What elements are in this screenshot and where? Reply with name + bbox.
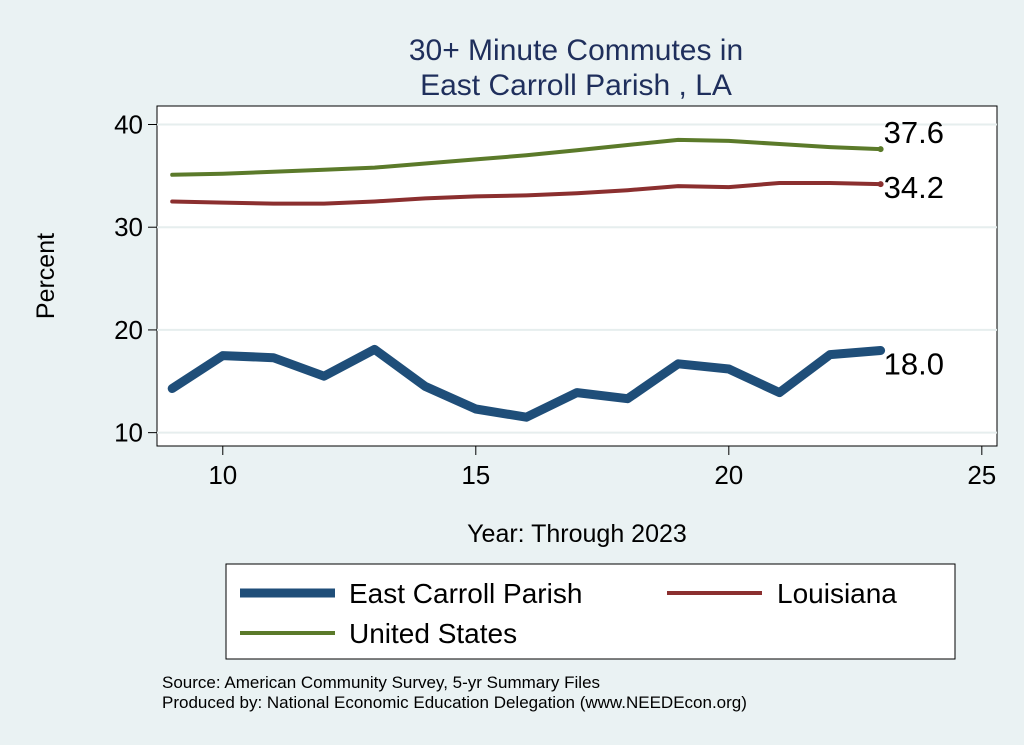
legend-label-east-carroll: East Carroll Parish	[349, 578, 582, 609]
produced-by-note: Produced by: National Economic Education…	[162, 693, 747, 712]
end-labels: 18.0 34.2 37.6	[884, 115, 944, 381]
legend	[225, 563, 956, 660]
series-line-east-carroll-parish	[167, 344, 886, 422]
x-tick-label-20: 20	[714, 460, 743, 490]
legend-label-united-states: United States	[349, 618, 517, 649]
series-end-point-louisiana	[877, 181, 884, 188]
series-line-louisiana	[170, 181, 883, 206]
series-end-point-united-states	[877, 146, 884, 153]
series-lines	[167, 137, 886, 422]
legend-label-louisiana: Louisiana	[777, 578, 897, 609]
axes: 10 20 30 40 10 15 20 25	[114, 109, 996, 490]
x-tick-label-10: 10	[208, 460, 237, 490]
chart-title-line-1: 30+ Minute Commutes in	[409, 34, 743, 67]
source-note: Source: American Community Survey, 5-yr …	[162, 673, 600, 692]
end-label-louisiana: 34.2	[884, 170, 944, 205]
y-tick-label-20: 20	[114, 315, 143, 345]
y-tick-label-40: 40	[114, 109, 143, 139]
series-line-united-states	[170, 137, 883, 177]
series-end-point-east-carroll-parish	[877, 347, 884, 354]
x-axis-title: Year: Through 2023	[467, 520, 687, 548]
y-tick-label-30: 30	[114, 212, 143, 242]
y-axis-title: Percent	[32, 233, 60, 319]
end-label-east-carroll-parish: 18.0	[884, 346, 944, 381]
y-tick-label-10: 10	[114, 418, 143, 448]
end-label-united-states: 37.6	[884, 115, 944, 150]
chart-title-line-2: East Carroll Parish , LA	[420, 69, 732, 102]
x-tick-label-15: 15	[461, 460, 490, 490]
grid-lines	[157, 123, 997, 434]
x-tick-label-25: 25	[967, 460, 996, 490]
